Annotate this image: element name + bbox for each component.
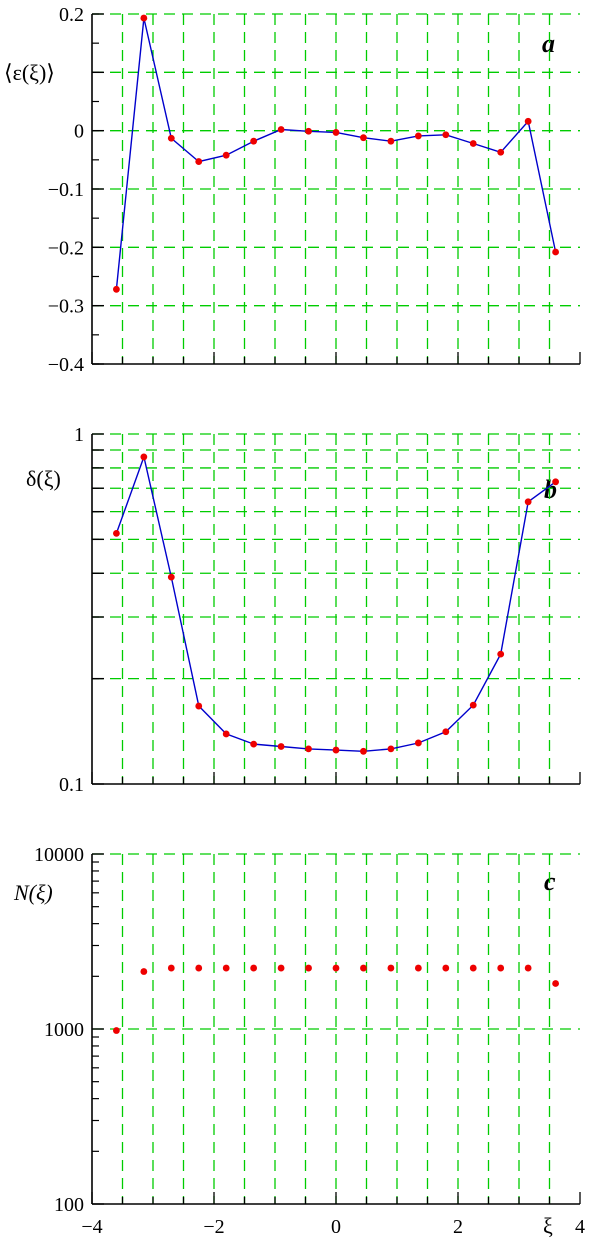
y-tick-label: −0.1 [48,179,84,201]
x-tick-label: 4 [575,1216,585,1238]
data-point [524,498,532,506]
data-point [360,747,367,755]
data-point [552,478,559,486]
data-point [277,126,285,133]
data-point [167,573,175,581]
panel-a: ⟨ε(ξ)⟩ a 0.2 0 −0.1 −0.2 −0.3 −0.4 [4,4,581,376]
data-point [250,964,258,972]
panel-a-letter: a [542,29,555,58]
y-tick-label: 100 [54,1194,84,1216]
data-point [497,964,505,972]
data-point [250,137,258,145]
data-point [469,964,477,972]
data-point [332,746,340,754]
data-point [195,702,203,710]
x-axis-label: ξ [543,1213,553,1238]
y-tick-label: 1000 [44,1019,84,1041]
y-tick-label: −0.3 [48,296,84,318]
panel-a-ylabel: ⟨ε(ξ)⟩ [4,60,55,85]
data-point [552,248,559,256]
data-point [195,964,203,972]
data-point [442,728,450,736]
panel-a-grid [92,13,580,364]
y-tick-label: 0.1 [59,774,84,796]
panel-b-ylabel: δ(ξ) [26,466,61,491]
data-point [469,701,477,709]
y-tick-label: 0 [74,121,84,143]
x-tick-label: 0 [331,1216,341,1238]
data-point [305,745,312,753]
data-point [442,964,450,972]
data-point [195,158,203,165]
data-point [387,745,395,753]
data-point [140,968,148,975]
data-point [113,1027,120,1034]
data-point [222,964,230,972]
data-point [497,148,505,156]
data-point [140,453,148,461]
data-point [387,137,395,145]
data-point [113,529,120,537]
data-point [167,134,175,142]
data-point [360,964,367,972]
data-point [524,117,532,125]
x-tick-label: −4 [81,1216,102,1238]
panel-b-grid [92,433,580,784]
data-point [442,131,450,139]
panel-c-ylabel: N(ξ) [13,880,53,905]
panel-c-grid [92,853,580,1204]
data-point [305,964,312,972]
data-point [167,964,175,972]
y-tick-label: 0.2 [59,4,84,26]
data-point [497,650,505,658]
data-point [140,14,148,22]
data-point [387,964,395,972]
data-point [113,285,120,293]
y-tick-label: −0.2 [48,237,84,259]
data-point [277,964,285,972]
data-point [360,134,367,142]
y-tick-label: 10000 [34,844,84,866]
data-point [469,140,477,147]
data-point [332,964,340,972]
data-point [250,740,258,748]
data-point [222,730,230,738]
data-point [524,964,532,972]
data-point [414,132,422,140]
data-point [332,129,340,136]
panel-b: δ(ξ) b 10.1 [26,424,581,796]
data-point [305,127,312,135]
data-point [414,964,422,972]
x-tick-label: −2 [203,1216,224,1238]
data-point [222,151,230,159]
x-tick-label: 2 [453,1216,463,1238]
y-tick-label: −0.4 [48,354,84,376]
data-point [277,743,285,750]
data-point [552,980,559,987]
y-tick-label: 1 [74,424,84,446]
data-point [414,739,422,747]
